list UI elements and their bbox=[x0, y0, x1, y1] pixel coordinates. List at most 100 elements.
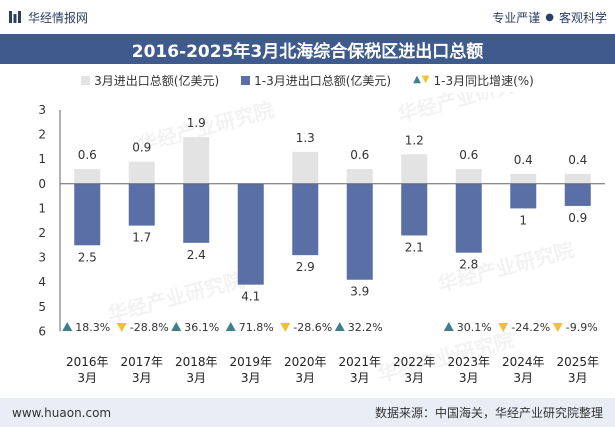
x-tick-label-year: 2018年 bbox=[175, 355, 218, 369]
data-label-cumulative: 2.5 bbox=[78, 250, 97, 264]
y-tick-label: 3 bbox=[38, 251, 46, 265]
legend-item-cumulative: 1-3月进出口总额(亿美元) bbox=[241, 72, 391, 89]
x-tick-label-month: 3月 bbox=[350, 371, 370, 385]
growth-up-marker bbox=[443, 322, 454, 331]
data-label-march: 1.9 bbox=[187, 116, 206, 130]
footer: www.huaon.com 数据来源：中国海关，华经产业研究院整理 bbox=[0, 398, 615, 427]
chart-title: 2016-2025年3月北海综合保税区进出口总额 bbox=[131, 41, 484, 62]
x-tick-label-year: 2025年 bbox=[556, 355, 599, 369]
bar-march-5 bbox=[292, 151, 319, 184]
footer-website: www.huaon.com bbox=[12, 405, 112, 420]
chart-plot: 华经产业研究院华经产业研究院华经产业研究院华经产业研究院华经产业研究院32101… bbox=[38, 92, 605, 387]
x-tick-label-year: 2016年 bbox=[66, 355, 109, 369]
growth-down-marker bbox=[552, 323, 563, 332]
data-label-growth: 30.1% bbox=[457, 321, 492, 334]
data-label-cumulative: 2.4 bbox=[187, 248, 206, 262]
bar-cumulative-4 bbox=[237, 183, 264, 285]
legend-triangle-icons: ▲ ▼ bbox=[413, 75, 429, 85]
data-label-cumulative: 2.9 bbox=[296, 260, 315, 274]
data-label-growth: 36.1% bbox=[184, 321, 219, 334]
data-label-cumulative: 4.1 bbox=[241, 290, 260, 304]
data-label-march: 0.9 bbox=[132, 141, 151, 155]
x-tick-label-month: 3月 bbox=[295, 371, 315, 385]
growth-up-marker bbox=[62, 322, 73, 331]
tagline: 专业严谨 ● 客观科学 bbox=[492, 9, 607, 26]
bar-cumulative-2 bbox=[128, 183, 155, 226]
data-label-growth: 32.2% bbox=[348, 321, 383, 334]
x-tick-label-month: 3月 bbox=[568, 371, 588, 385]
brand-name: 华经情报网 bbox=[28, 10, 89, 25]
x-tick-label-month: 3月 bbox=[459, 371, 479, 385]
data-label-cumulative: 2.1 bbox=[405, 240, 424, 254]
legend-label-growth: 1-3月同比增速(%) bbox=[433, 73, 534, 88]
growth-up-marker bbox=[171, 322, 182, 331]
down-triangle-icon: ▼ bbox=[421, 74, 430, 85]
x-tick-label-year: 2024年 bbox=[502, 355, 545, 369]
bar-cumulative-5 bbox=[292, 183, 319, 256]
x-tick-label-year: 2017年 bbox=[120, 355, 163, 369]
chart-title-bar: 2016-2025年3月北海综合保税区进出口总额 bbox=[0, 34, 615, 64]
data-label-march: 1.3 bbox=[296, 131, 315, 145]
data-label-cumulative: 1.7 bbox=[132, 231, 151, 245]
data-label-cumulative: 3.9 bbox=[350, 285, 369, 299]
bar-march-1 bbox=[74, 169, 101, 184]
watermark-text: 华经产业研究院 bbox=[105, 267, 246, 326]
x-tick-label-year: 2023年 bbox=[447, 355, 490, 369]
data-label-march: 0.6 bbox=[78, 148, 97, 162]
bullet-icon: ● bbox=[545, 11, 554, 23]
footer-source: 数据来源：中国海关，华经产业研究院整理 bbox=[374, 406, 603, 420]
tagline-left: 专业严谨 bbox=[492, 10, 541, 25]
growth-down-marker bbox=[498, 323, 509, 332]
x-tick-label-month: 3月 bbox=[404, 371, 424, 385]
data-label-march: 0.4 bbox=[568, 153, 587, 167]
bar-march-3 bbox=[183, 137, 210, 184]
bar-march-9 bbox=[510, 173, 537, 184]
x-tick-label-year: 2020年 bbox=[284, 355, 327, 369]
x-tick-label-month: 3月 bbox=[77, 371, 97, 385]
y-tick-label: 1 bbox=[38, 152, 46, 166]
data-label-growth: 71.8% bbox=[239, 321, 274, 334]
tagline-right: 客观科学 bbox=[558, 10, 607, 25]
bar-march-7 bbox=[401, 154, 428, 184]
y-tick-label: 2 bbox=[38, 128, 46, 142]
brand: 华经情报网 bbox=[8, 9, 88, 26]
data-label-growth: -28.8% bbox=[130, 321, 169, 334]
legend-label-march: 3月进出口总额(亿美元) bbox=[94, 73, 220, 88]
legend-swatch-march bbox=[81, 75, 91, 85]
top-bar: 华经情报网 专业严谨 ● 客观科学 bbox=[0, 0, 615, 34]
legend-item-march: 3月进出口总额(亿美元) bbox=[81, 72, 219, 89]
y-tick-label: 2 bbox=[38, 226, 46, 240]
growth-down-marker bbox=[116, 323, 127, 332]
x-tick-label-year: 2022年 bbox=[393, 355, 436, 369]
x-tick-label-month: 3月 bbox=[241, 371, 261, 385]
data-label-growth: -24.2% bbox=[511, 321, 550, 334]
data-label-march: 1.2 bbox=[405, 133, 424, 147]
data-label-march: 0.4 bbox=[514, 153, 533, 167]
y-tick-label: 1 bbox=[38, 201, 46, 215]
chart-legend: 3月进出口总额(亿美元) 1-3月进出口总额(亿美元) ▲ ▼ 1-3月同比增速… bbox=[0, 69, 615, 91]
bar-cumulative-10 bbox=[564, 183, 591, 206]
bar-cumulative-1 bbox=[74, 183, 101, 246]
bar-march-8 bbox=[455, 169, 482, 184]
data-label-growth: -28.6% bbox=[293, 321, 332, 334]
bar-march-10 bbox=[564, 173, 591, 184]
data-label-cumulative: 1 bbox=[519, 213, 527, 227]
up-triangle-icon: ▲ bbox=[413, 74, 421, 85]
y-tick-label: 0 bbox=[38, 177, 46, 191]
x-tick-label-month: 3月 bbox=[513, 371, 533, 385]
y-tick-label: 4 bbox=[38, 275, 46, 289]
watermark-text: 华经产业研究院 bbox=[395, 92, 536, 127]
bar-march-2 bbox=[128, 161, 155, 184]
bar-cumulative-7 bbox=[401, 183, 428, 236]
legend-item-growth: ▲ ▼ 1-3月同比增速(%) bbox=[413, 72, 534, 89]
bar-cumulative-3 bbox=[183, 183, 210, 243]
legend-swatch-cumulative bbox=[241, 75, 251, 85]
data-label-growth: -9.9% bbox=[566, 321, 598, 334]
data-label-cumulative: 2.8 bbox=[459, 258, 478, 272]
data-label-growth: 18.3% bbox=[75, 321, 110, 334]
y-tick-label: 5 bbox=[38, 300, 46, 314]
data-label-march: 0.6 bbox=[350, 148, 369, 162]
growth-down-marker bbox=[280, 323, 291, 332]
x-tick-label-year: 2021年 bbox=[338, 355, 381, 369]
data-label-march: 0.6 bbox=[459, 148, 478, 162]
